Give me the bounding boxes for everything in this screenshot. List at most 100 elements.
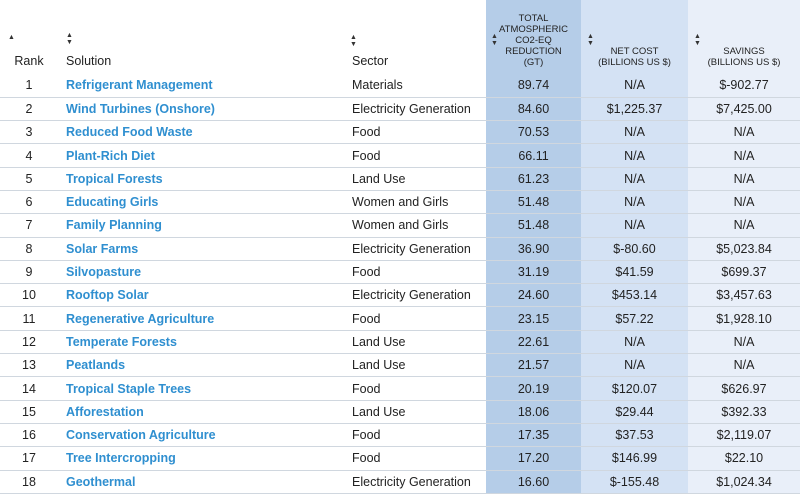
- solution-link[interactable]: Geothermal: [66, 474, 136, 489]
- rank-cell: 18: [0, 470, 58, 494]
- sort-toggle-icon[interactable]: ▲ ▼: [66, 32, 73, 46]
- solution-link[interactable]: Peatlands: [66, 358, 126, 373]
- solution-link[interactable]: Rooftop Solar: [66, 288, 149, 303]
- solution-link[interactable]: Plant-Rich Diet: [66, 148, 155, 163]
- solution-cell: Afforestation: [58, 400, 348, 424]
- column-header-sector-label: Sector: [352, 54, 389, 68]
- solution-link[interactable]: Conservation Agriculture: [66, 428, 216, 443]
- net-cost-cell: $146.99: [581, 446, 688, 471]
- header-row: ▲ Rank ▲ ▼ Solution ▲ ▼ Sector ▲ ▼ Total At…: [0, 0, 800, 74]
- solution-link[interactable]: Solar Farms: [66, 241, 139, 256]
- caret-up-icon[interactable]: ▲: [8, 34, 15, 41]
- net-cost-cell: $1,225.37: [581, 97, 688, 122]
- sector-cell: Electricity Generation: [348, 470, 486, 494]
- rank-cell: 4: [0, 143, 58, 168]
- reduction-cell: 51.48: [486, 190, 581, 215]
- solution-cell: Family Planning: [58, 213, 348, 238]
- solution-link[interactable]: Refrigerant Management: [66, 78, 213, 93]
- solution-link[interactable]: Wind Turbines (Onshore): [66, 101, 215, 116]
- reduction-cell: 24.60: [486, 283, 581, 308]
- net-cost-cell: N/A: [581, 74, 688, 98]
- solution-link[interactable]: Reduced Food Waste: [66, 125, 193, 140]
- reduction-cell: 61.23: [486, 167, 581, 191]
- column-header-net-cost[interactable]: ▲ ▼ Net Cost (Billions US $): [581, 0, 688, 74]
- net-cost-cell: $120.07: [581, 376, 688, 401]
- column-header-sector[interactable]: ▲ ▼ Sector: [348, 0, 486, 74]
- savings-cell: $-902.77: [688, 74, 800, 98]
- table-row: 1 Refrigerant Management Materials 89.74 N/A…: [0, 74, 800, 98]
- net-cost-cell: $453.14: [581, 283, 688, 308]
- solution-link[interactable]: Silvopasture: [66, 265, 142, 280]
- sort-toggle-icon[interactable]: ▲ ▼: [350, 34, 357, 48]
- reduction-cell: 70.53: [486, 120, 581, 145]
- net-cost-cell: $29.44: [581, 400, 688, 424]
- column-header-rank[interactable]: ▲ Rank: [0, 0, 58, 74]
- net-cost-cell: N/A: [581, 120, 688, 145]
- solution-cell: Silvopasture: [58, 260, 348, 285]
- net-cost-cell: $-80.60: [581, 237, 688, 261]
- rank-cell: 9: [0, 260, 58, 285]
- rank-cell: 2: [0, 97, 58, 122]
- sector-cell: Land Use: [348, 330, 486, 355]
- column-header-reduction-label: Total Atmospheric CO2-EQ Reduction (GT): [499, 13, 568, 68]
- net-cost-cell: N/A: [581, 190, 688, 215]
- column-header-savings-label: Savings (Billions US $): [707, 46, 781, 68]
- savings-cell: $22.10: [688, 446, 800, 471]
- savings-cell: N/A: [688, 213, 800, 238]
- savings-cell: N/A: [688, 330, 800, 355]
- solution-link[interactable]: Temperate Forests: [66, 334, 177, 349]
- solution-cell: Conservation Agriculture: [58, 423, 348, 448]
- column-header-net-cost-label: Net Cost (Billions US $): [598, 46, 671, 68]
- savings-cell: $5,023.84: [688, 237, 800, 261]
- reduction-cell: 17.20: [486, 446, 581, 471]
- solution-link[interactable]: Tree Intercropping: [66, 451, 176, 466]
- solution-link[interactable]: Tropical Forests: [66, 171, 163, 186]
- solution-link[interactable]: Family Planning: [66, 218, 162, 233]
- reduction-cell: 16.60: [486, 470, 581, 494]
- solution-cell: Wind Turbines (Onshore): [58, 97, 348, 122]
- rank-cell: 3: [0, 120, 58, 145]
- savings-cell: N/A: [688, 143, 800, 168]
- solution-cell: Temperate Forests: [58, 330, 348, 355]
- sector-cell: Food: [348, 423, 486, 448]
- reduction-cell: 18.06: [486, 400, 581, 424]
- solution-link[interactable]: Educating Girls: [66, 195, 159, 210]
- table-row: 14 Tropical Staple Trees Food 20.19 $120.07 $…: [0, 376, 800, 401]
- solution-cell: Refrigerant Management: [58, 74, 348, 98]
- sector-cell: Materials: [348, 74, 486, 98]
- solution-link[interactable]: Regenerative Agriculture: [66, 311, 215, 326]
- savings-cell: N/A: [688, 353, 800, 378]
- rank-cell: 1: [0, 74, 58, 98]
- solution-link[interactable]: Tropical Staple Trees: [66, 381, 192, 396]
- reduction-cell: 23.15: [486, 306, 581, 331]
- reduction-cell: 89.74: [486, 74, 581, 98]
- sort-toggle-icon[interactable]: ▲ ▼: [491, 33, 498, 47]
- rank-cell: 17: [0, 446, 58, 471]
- net-cost-cell: N/A: [581, 167, 688, 191]
- reduction-cell: 21.57: [486, 353, 581, 378]
- savings-cell: $626.97: [688, 376, 800, 401]
- table-row: 5 Tropical Forests Land Use 61.23 N/A N/A: [0, 167, 800, 191]
- sort-toggle-icon[interactable]: ▲ ▼: [587, 33, 594, 47]
- savings-cell: $699.37: [688, 260, 800, 285]
- solution-link[interactable]: Afforestation: [66, 404, 144, 419]
- solution-cell: Regenerative Agriculture: [58, 306, 348, 331]
- table-row: 4 Plant-Rich Diet Food 66.11 N/A N/A: [0, 143, 800, 168]
- solution-cell: Tropical Forests: [58, 167, 348, 191]
- solution-cell: Educating Girls: [58, 190, 348, 215]
- table-row: 8 Solar Farms Electricity Generation 36.90 $…: [0, 237, 800, 261]
- sector-cell: Electricity Generation: [348, 283, 486, 308]
- column-header-solution[interactable]: ▲ ▼ Solution: [58, 0, 348, 74]
- net-cost-cell: $41.59: [581, 260, 688, 285]
- reduction-cell: 51.48: [486, 213, 581, 238]
- column-header-solution-label: Solution: [66, 54, 112, 68]
- solution-cell: Tropical Staple Trees: [58, 376, 348, 401]
- rank-cell: 8: [0, 237, 58, 261]
- sector-cell: Women and Girls: [348, 190, 486, 215]
- column-header-savings[interactable]: ▲ ▼ Savings (Billions US $): [688, 0, 800, 74]
- rank-cell: 10: [0, 283, 58, 308]
- sort-toggle-icon[interactable]: ▲ ▼: [694, 33, 701, 47]
- sector-cell: Food: [348, 306, 486, 331]
- rank-cell: 11: [0, 306, 58, 331]
- column-header-reduction[interactable]: ▲ ▼ Total Atmospheric CO2-EQ Reduction (G…: [486, 0, 581, 74]
